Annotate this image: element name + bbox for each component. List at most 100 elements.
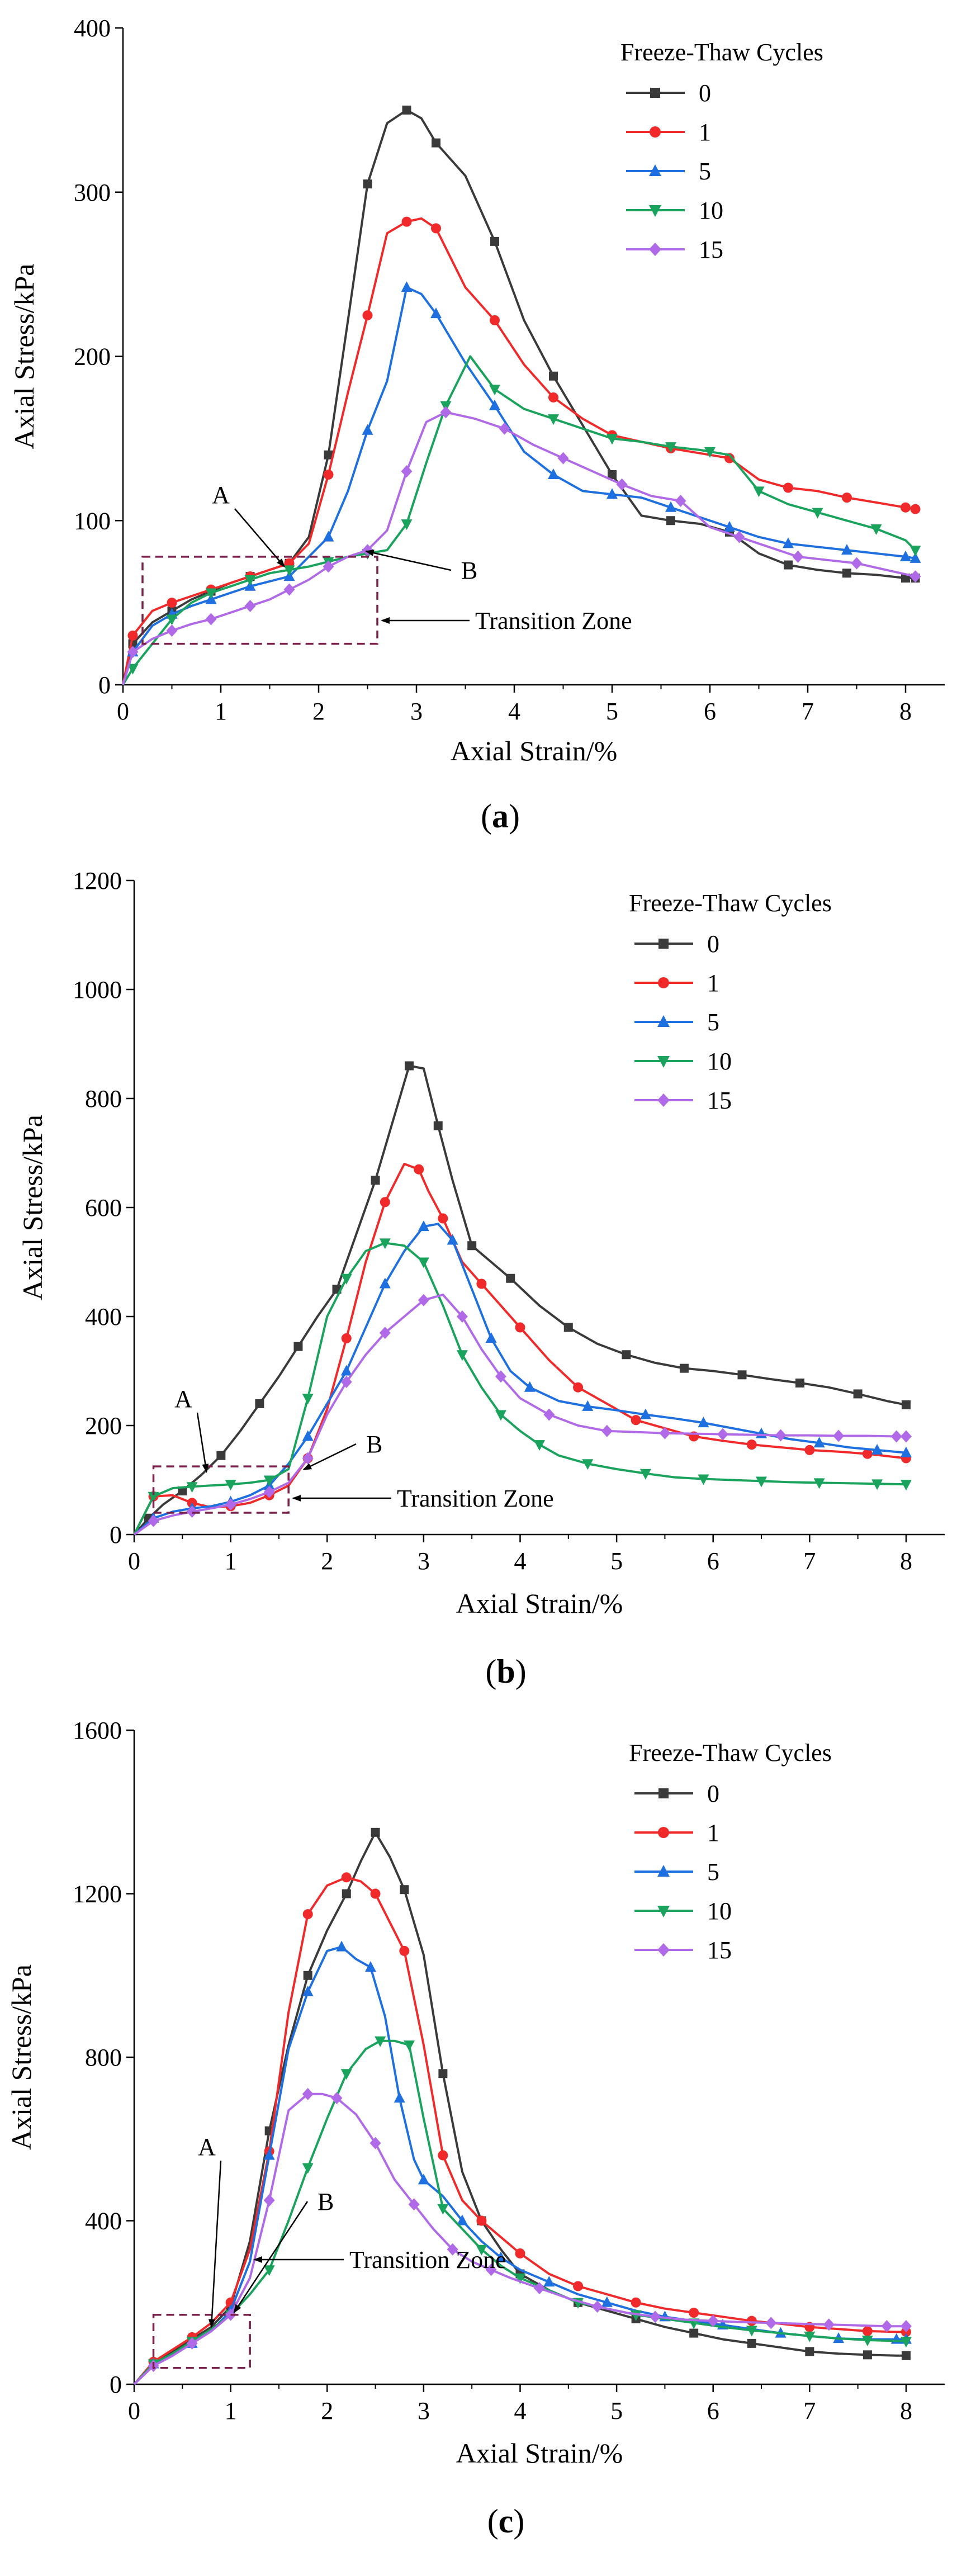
data-point-15	[650, 2310, 661, 2323]
data-point-5	[418, 2174, 429, 2185]
y-tick-label: 800	[85, 1085, 122, 1112]
data-point-1	[438, 1213, 448, 1224]
series-line-5	[133, 1945, 906, 2385]
data-point-5	[489, 399, 500, 410]
x-tick-label: 2	[312, 698, 325, 725]
legend-label-1: 1	[707, 969, 719, 997]
data-point-0	[490, 236, 499, 246]
legend-label-0: 0	[699, 79, 711, 107]
series-line-10	[122, 355, 916, 686]
x-tick-label: 3	[418, 1547, 430, 1575]
data-point-15	[408, 2198, 420, 2211]
x-tick-label: 3	[418, 2397, 430, 2425]
data-point-0	[689, 2328, 699, 2338]
legend-label-5: 5	[699, 158, 711, 185]
data-point-5	[841, 544, 852, 555]
y-axis-label: Axial Stress/kPa	[17, 1115, 48, 1300]
x-tick-label: 0	[128, 2397, 140, 2425]
x-tick-label: 7	[802, 698, 814, 725]
data-point-10	[756, 1476, 767, 1488]
legend-label-15: 15	[699, 236, 723, 263]
data-point-0	[842, 569, 851, 578]
data-point-0	[371, 1827, 380, 1837]
transition-zone-box	[141, 556, 378, 645]
data-point-5	[485, 1332, 497, 1343]
data-point-1	[515, 2248, 525, 2258]
data-point-1	[724, 453, 735, 463]
data-point-15	[601, 1424, 613, 1437]
data-point-10	[302, 2163, 314, 2174]
series-line-0	[133, 1831, 906, 2385]
x-tick-label: 5	[606, 698, 618, 725]
x-axis-label: Axial Strain/%	[456, 2437, 623, 2469]
legend-marker-15	[657, 1093, 670, 1107]
data-point-5	[900, 550, 911, 561]
data-point-0	[303, 1971, 312, 1980]
data-point-15	[401, 465, 413, 478]
y-tick-label: 0	[110, 1521, 122, 1549]
data-point-10	[127, 664, 139, 675]
data-point-1	[910, 504, 921, 514]
data-point-15	[440, 406, 452, 419]
legend-marker-1	[650, 126, 661, 138]
data-point-1	[746, 2315, 757, 2326]
data-point-1	[380, 1197, 390, 1208]
x-tick-label: 1	[225, 2397, 237, 2425]
data-point-5	[336, 1940, 348, 1952]
legend-marker-1	[658, 977, 669, 988]
data-point-5	[871, 1443, 883, 1455]
data-point-15	[302, 1452, 314, 1465]
data-point-1	[573, 1382, 584, 1393]
data-point-5	[430, 307, 442, 319]
data-point-15	[675, 495, 686, 507]
y-tick-label: 1600	[73, 1717, 122, 1744]
legend-title: Freeze-Thaw Cycles	[629, 889, 832, 917]
x-tick-label: 8	[900, 1547, 912, 1575]
data-point-0	[342, 1889, 351, 1898]
data-point-0	[432, 138, 440, 148]
y-tick-label: 800	[85, 2044, 122, 2071]
point-a-label: A	[198, 2133, 216, 2161]
data-point-10	[263, 2265, 275, 2276]
data-point-5	[362, 424, 373, 435]
data-point-5	[601, 2296, 613, 2307]
data-point-1	[302, 1909, 313, 1920]
data-point-0	[901, 1400, 911, 1409]
legend-marker-10	[657, 1906, 670, 1917]
point-b-label: B	[461, 557, 477, 584]
data-point-1	[689, 2308, 699, 2318]
data-point-15	[591, 2300, 603, 2313]
data-point-0	[402, 105, 411, 115]
data-point-5	[302, 1986, 314, 1996]
data-point-10	[302, 1394, 314, 1405]
y-tick-label: 400	[85, 1303, 122, 1330]
data-point-10	[582, 1459, 594, 1470]
y-tick-label: 0	[110, 2371, 122, 2398]
transition-zone-box	[152, 1465, 290, 1514]
data-point-15	[775, 1429, 787, 1442]
legend-marker-0	[650, 88, 660, 98]
x-tick-label: 5	[610, 2397, 623, 2425]
data-point-5	[379, 1277, 391, 1289]
caption-close-paren: )	[515, 1653, 527, 1690]
data-point-10	[340, 2069, 352, 2080]
data-point-0	[324, 450, 333, 460]
data-point-10	[900, 2337, 912, 2348]
data-point-10	[148, 1491, 159, 1503]
data-point-5	[698, 1417, 709, 1428]
x-tick-label: 6	[704, 698, 716, 725]
chart-panel-b: 0 1 2 3 4 5 6 7 8 0 200 400 600 800 1000 1200 Axial Stra…	[17, 867, 945, 1690]
caption-letter: b	[496, 1653, 515, 1690]
x-tick-label: 8	[899, 698, 912, 725]
data-point-0	[901, 2351, 911, 2360]
data-point-0	[795, 1378, 805, 1388]
data-point-15	[792, 550, 804, 563]
data-point-1	[414, 1164, 424, 1175]
data-point-15	[499, 422, 510, 435]
data-point-10	[225, 1480, 236, 1491]
data-point-1	[399, 1945, 410, 1956]
legend-label-1: 1	[699, 119, 711, 146]
x-tick-label: 3	[410, 698, 423, 725]
